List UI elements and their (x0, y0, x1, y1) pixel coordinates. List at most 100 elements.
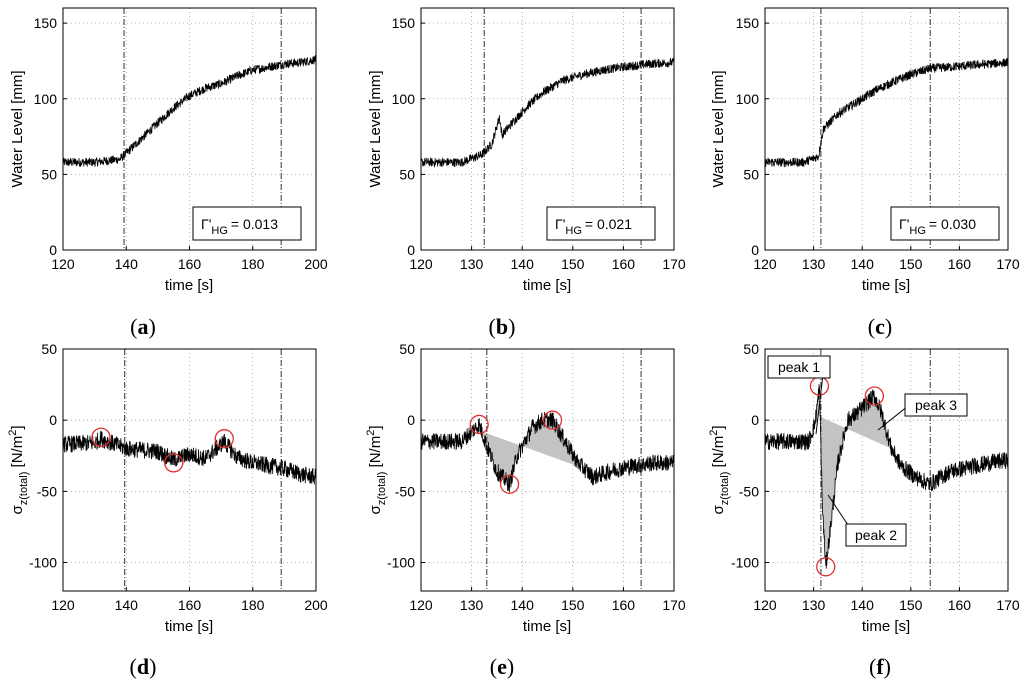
x-tick-label: 120 (409, 256, 433, 272)
panel-d: 120 140 160 180 200 -100 -50 0 50 (29, 341, 328, 613)
y-tick-label: -50 (395, 483, 415, 499)
axes-frame (764, 7, 1009, 251)
event-marker-circle (499, 474, 520, 494)
legend-box-c: Γ'HG = 0.030 (890, 206, 1000, 241)
y-tick-label: 50 (41, 166, 57, 182)
y-tick-label: 0 (751, 412, 759, 428)
y-tick-label: -100 (29, 555, 57, 571)
y-tick-label: -100 (731, 555, 759, 571)
x-tick-label: 160 (948, 597, 972, 613)
x-tick-label: 200 (304, 597, 328, 613)
x-tick-label: 120 (409, 597, 433, 613)
x-tick-label: 130 (460, 597, 484, 613)
svg-text:Γ'HG= 0.021: Γ'HG = 0.021 (555, 216, 632, 237)
x-tick-label: 120 (51, 256, 75, 272)
x-tick-label: 160 (612, 256, 636, 272)
svg-text:Γ'HG= 0.030: Γ'HG = 0.030 (899, 216, 976, 237)
svg-text:peak 2: peak 2 (855, 527, 897, 543)
axes-frame (420, 348, 675, 592)
x-tick-label: 130 (802, 597, 826, 613)
y-tick-label: 150 (392, 15, 416, 31)
peak-3-annotation: peak 3 (877, 393, 968, 431)
panel-label-a: (a) (130, 314, 156, 339)
panel-e: 120 130 140 150 160 170 -100 -50 0 50 (387, 341, 686, 613)
panel-a: 120 140 160 180 200 0 50 100 150 (34, 7, 328, 272)
plot-area (765, 349, 1008, 591)
x-tick-label: 150 (561, 597, 585, 613)
x-tick-label: 140 (115, 256, 139, 272)
series-line (765, 57, 1008, 168)
y-tick-label: -100 (387, 555, 415, 571)
series-line (765, 384, 1008, 569)
x-tick-label: 200 (304, 256, 328, 272)
x-tick-label: 140 (511, 597, 535, 613)
event-marker-circle (469, 414, 489, 435)
panel-label-d: (d) (130, 654, 157, 679)
peak-1-annotation: peak 1 (767, 355, 831, 435)
panel-label-b: (b) (489, 314, 516, 339)
y-tick-label: -50 (739, 483, 759, 499)
x-tick-label: 140 (851, 597, 875, 613)
xlabel-e: time [s] (523, 618, 571, 635)
x-tick-label: 140 (115, 597, 139, 613)
x-tick-label: 160 (178, 256, 202, 272)
x-tick-label: 160 (948, 256, 972, 272)
plot-d: 120 140 160 180 200 -100 -50 0 50 (29, 341, 328, 613)
y-tick-label: 150 (736, 15, 760, 31)
panel-label-f: (f) (869, 654, 891, 679)
svg-text:peak 1: peak 1 (778, 359, 820, 375)
y-tick-label: 50 (743, 166, 759, 182)
x-tick-label: 160 (178, 597, 202, 613)
x-tick-label: 150 (899, 256, 923, 272)
legend-box-b: Γ'HG = 0.021 (546, 206, 656, 241)
panel-label-c: (c) (868, 314, 892, 339)
svg-text:Γ'HG= 0.013: Γ'HG = 0.013 (201, 216, 278, 237)
x-tick-label: 130 (802, 256, 826, 272)
x-tick-label: 150 (899, 597, 923, 613)
y-tick-label: 100 (392, 91, 416, 107)
x-tick-label: 170 (996, 597, 1020, 613)
y-tick-label: 0 (751, 242, 759, 258)
series-line (63, 431, 316, 485)
y-tick-label: 0 (407, 242, 415, 258)
x-tick-label: 120 (753, 597, 777, 613)
y-tick-label: 0 (49, 412, 57, 428)
panel-f: 120 130 140 150 160 170 -100 -50 0 50 (731, 341, 1020, 613)
x-tick-label: 140 (851, 256, 875, 272)
y-tick-label: 50 (399, 341, 415, 357)
x-tick-label: 120 (51, 597, 75, 613)
x-tick-label: 170 (662, 597, 686, 613)
ylabel-d: σz(total) [N/m2] (7, 425, 30, 514)
xlabel-a: time [s] (165, 277, 213, 294)
y-tick-label: 100 (34, 91, 58, 107)
x-tick-label: 120 (753, 256, 777, 272)
shaded-region (481, 420, 601, 485)
plot-e: 120 130 140 150 160 170 -100 -50 0 50 (387, 341, 686, 613)
ylabel-e: σz(total) [N/m2] (365, 425, 388, 514)
y-tick-label: -50 (37, 483, 57, 499)
plot-f: 120 130 140 150 160 170 -100 -50 0 50 (731, 341, 1020, 613)
ylabel-a: Water Level [mm] (9, 71, 26, 188)
x-tick-label: 160 (612, 597, 636, 613)
event-marker-circle (164, 453, 184, 473)
event-marker-circle (816, 557, 836, 577)
event-marker-circle (864, 386, 884, 406)
event-marker-circle (91, 427, 111, 447)
series-line (63, 54, 316, 167)
legend-box-a: Γ'HG = 0.013 (192, 206, 302, 241)
svg-text:peak 3: peak 3 (915, 397, 957, 413)
xlabel-f: time [s] (862, 618, 910, 635)
x-tick-label: 170 (996, 256, 1020, 272)
x-tick-label: 170 (662, 256, 686, 272)
xlabel-d: time [s] (165, 618, 213, 635)
axes-frame (420, 7, 675, 251)
peak-2-annotation: peak 2 (827, 494, 907, 547)
x-tick-label: 140 (511, 256, 535, 272)
axes-frame (764, 348, 1009, 592)
x-tick-label: 150 (561, 256, 585, 272)
y-tick-label: 50 (743, 341, 759, 357)
y-tick-label: 0 (407, 412, 415, 428)
x-tick-label: 180 (241, 256, 265, 272)
x-tick-label: 180 (241, 597, 265, 613)
y-tick-label: 100 (736, 91, 760, 107)
